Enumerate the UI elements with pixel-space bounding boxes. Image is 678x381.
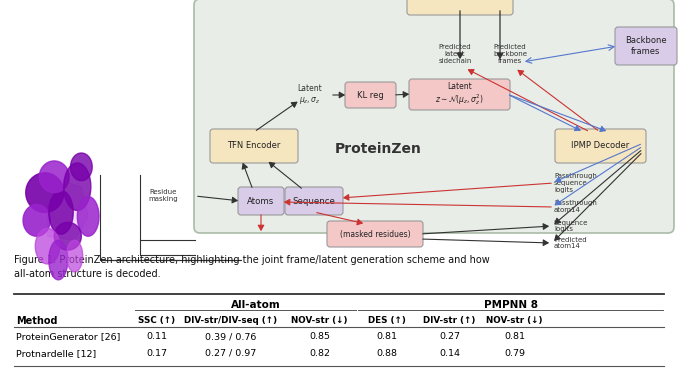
Text: 0.14: 0.14 — [439, 349, 460, 358]
Text: 0.85: 0.85 — [309, 332, 330, 341]
Text: Figure 1: ProteinZen architecture, highlighting the joint frame/latent generatio: Figure 1: ProteinZen architecture, highl… — [14, 255, 490, 279]
FancyBboxPatch shape — [194, 0, 674, 233]
Text: 0.79: 0.79 — [504, 349, 525, 358]
Polygon shape — [49, 190, 73, 234]
Text: Sequence: Sequence — [293, 197, 336, 205]
Text: TFN Encoder: TFN Encoder — [227, 141, 281, 150]
Text: Passthrough
sequence
logits: Passthrough sequence logits — [554, 173, 597, 193]
Text: 0.81: 0.81 — [504, 332, 525, 341]
FancyBboxPatch shape — [327, 221, 423, 247]
Text: Predicted
backbone
frames: Predicted backbone frames — [493, 44, 527, 64]
Polygon shape — [64, 163, 91, 210]
Text: All-atom: All-atom — [231, 300, 281, 310]
Polygon shape — [71, 153, 92, 181]
Text: Latent
$\mu_z, \sigma_z$: Latent $\mu_z, \sigma_z$ — [298, 84, 322, 106]
Text: 0.88: 0.88 — [376, 349, 397, 358]
Text: 0.81: 0.81 — [376, 332, 397, 341]
Text: Predicted
atom14: Predicted atom14 — [554, 237, 586, 250]
Text: 0.27: 0.27 — [439, 332, 460, 341]
Text: Predicted
latent
sidechain: Predicted latent sidechain — [438, 44, 472, 64]
Polygon shape — [39, 161, 69, 193]
Text: Method: Method — [16, 316, 58, 326]
FancyBboxPatch shape — [285, 187, 343, 215]
Text: Passthrough
atom14: Passthrough atom14 — [554, 200, 597, 213]
Polygon shape — [77, 197, 99, 236]
Text: 0.27 / 0.97: 0.27 / 0.97 — [205, 349, 256, 358]
Polygon shape — [47, 181, 88, 240]
Polygon shape — [49, 240, 68, 280]
Text: KL reg: KL reg — [357, 91, 384, 99]
Text: (masked residues): (masked residues) — [340, 229, 410, 239]
FancyBboxPatch shape — [238, 187, 284, 215]
Text: NOV-str (↓): NOV-str (↓) — [292, 316, 348, 325]
Text: Residue
masking: Residue masking — [148, 189, 178, 202]
Text: DIV-str (↑): DIV-str (↑) — [423, 316, 476, 325]
Text: Latent
$z \sim \mathcal{N}(\mu_z, \sigma_z^2)$: Latent $z \sim \mathcal{N}(\mu_z, \sigma… — [435, 82, 484, 107]
Text: 0.11: 0.11 — [146, 332, 167, 341]
Text: Atoms: Atoms — [247, 197, 275, 205]
FancyBboxPatch shape — [555, 129, 646, 163]
Text: Protnardelle [12]: Protnardelle [12] — [16, 349, 96, 358]
Text: 0.82: 0.82 — [309, 349, 330, 358]
Text: 0.17: 0.17 — [146, 349, 167, 358]
Text: DIV-str/DIV-seq (↑): DIV-str/DIV-seq (↑) — [184, 316, 277, 325]
Text: ProteinZen: ProteinZen — [334, 142, 421, 156]
Polygon shape — [54, 223, 81, 250]
Polygon shape — [66, 240, 83, 272]
Text: DES (↑): DES (↑) — [368, 316, 406, 325]
FancyBboxPatch shape — [409, 79, 510, 110]
Text: IPMP Decoder: IPMP Decoder — [572, 141, 630, 150]
FancyBboxPatch shape — [407, 0, 513, 15]
Text: 0.39 / 0.76: 0.39 / 0.76 — [205, 332, 256, 341]
Text: Sequence
logits: Sequence logits — [554, 219, 589, 232]
FancyBboxPatch shape — [210, 129, 298, 163]
Polygon shape — [35, 228, 60, 264]
Polygon shape — [26, 173, 64, 213]
Text: PMPNN 8: PMPNN 8 — [483, 300, 538, 310]
Text: Backbone
frames: Backbone frames — [625, 36, 666, 56]
FancyBboxPatch shape — [615, 27, 677, 65]
Text: NOV-str (↓): NOV-str (↓) — [486, 316, 543, 325]
Text: ProteinGenerator [26]: ProteinGenerator [26] — [16, 332, 121, 341]
Text: SSC (↑): SSC (↑) — [138, 316, 175, 325]
FancyBboxPatch shape — [345, 82, 396, 108]
Polygon shape — [23, 205, 50, 236]
